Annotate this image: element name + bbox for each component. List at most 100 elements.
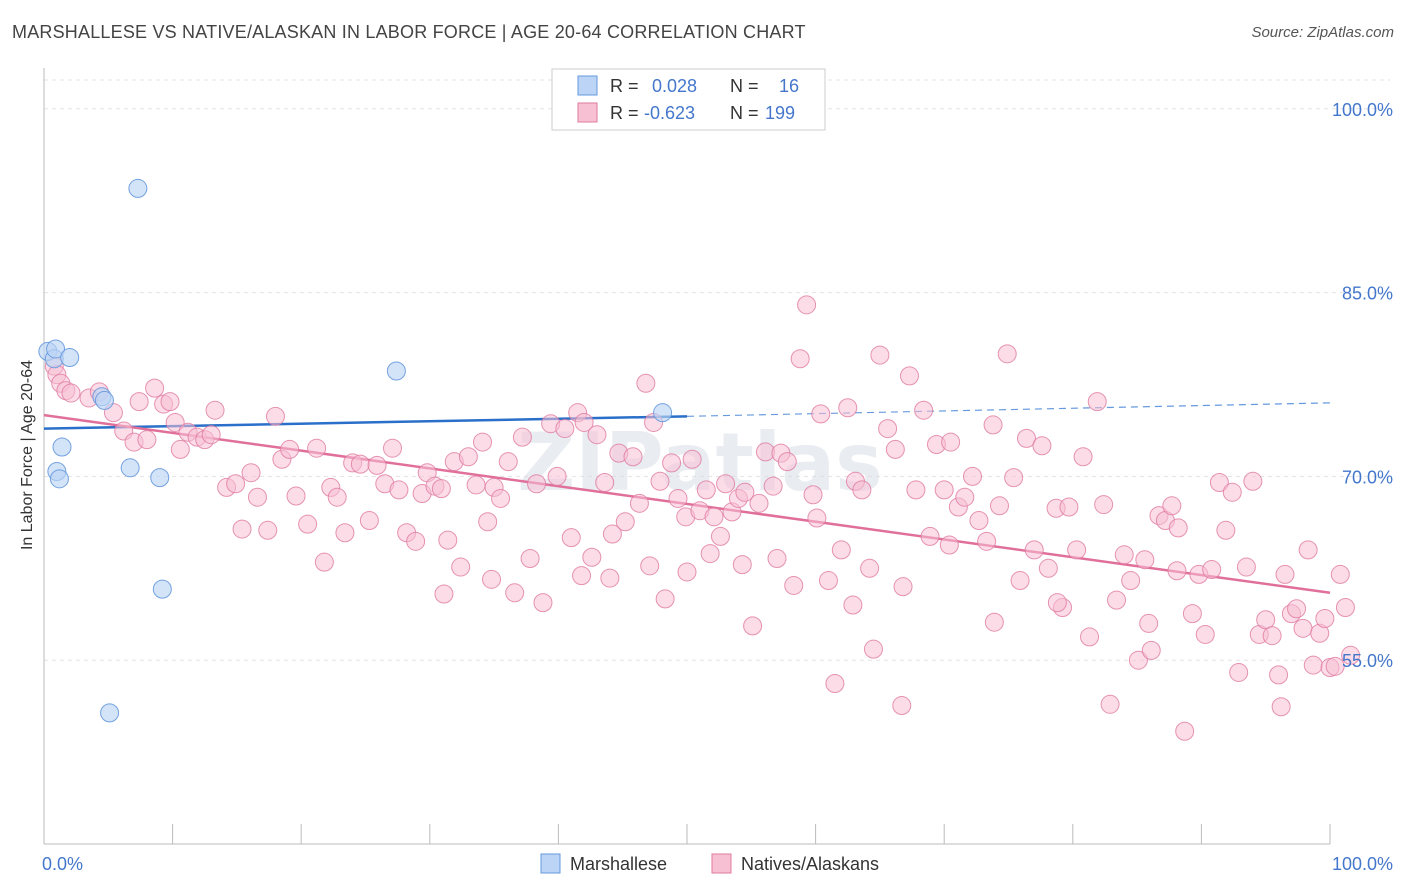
natives-point-90 (704, 507, 724, 527)
y-tick-label-3: 100.0% (1332, 100, 1393, 120)
natives-point-61 (505, 583, 525, 603)
natives-point-151 (1121, 571, 1141, 591)
natives-point-69 (561, 528, 581, 548)
natives-point-185 (1335, 597, 1355, 617)
natives-point-115 (870, 345, 890, 365)
legend-n-value-1: 16 (779, 76, 799, 96)
natives-point-146 (1087, 392, 1107, 412)
natives-point-158 (1168, 518, 1188, 538)
natives-point-178 (1298, 540, 1318, 560)
natives-point-142 (1059, 497, 1079, 517)
natives-point-12 (145, 378, 165, 398)
natives-point-199 (677, 562, 697, 582)
natives-point-196 (767, 548, 787, 568)
natives-point-36 (327, 487, 347, 507)
y-tick-label-2: 85.0% (1342, 284, 1393, 304)
natives-point-57 (478, 512, 498, 532)
natives-point-128 (962, 466, 982, 486)
natives-point-138 (1032, 436, 1052, 456)
marshallese-point-12 (152, 579, 172, 599)
natives-point-10 (129, 392, 149, 412)
natives-point-143 (1067, 540, 1087, 560)
natives-point-97 (749, 493, 769, 513)
natives-point-25 (241, 463, 261, 483)
natives-point-30 (280, 439, 300, 459)
natives-point-91 (710, 526, 730, 546)
legend-r-value-1: 0.028 (652, 76, 697, 96)
natives-point-32 (298, 514, 318, 534)
marshallese-point-9 (49, 469, 69, 489)
natives-point-203 (482, 569, 502, 589)
natives-point-152 (1128, 650, 1148, 670)
natives-point-117 (885, 439, 905, 459)
natives-point-188 (1167, 561, 1187, 581)
natives-point-131 (983, 415, 1003, 435)
natives-point-43 (383, 438, 403, 458)
x-tick-label-1: 100.0% (1332, 854, 1393, 874)
natives-point-104 (797, 295, 817, 315)
natives-point-103 (790, 349, 810, 369)
natives-point-99 (763, 476, 783, 496)
natives-point-150 (1114, 545, 1134, 565)
bottom-legend-swatch-natives (711, 853, 732, 874)
natives-point-16 (170, 439, 190, 459)
natives-point-133 (997, 344, 1017, 364)
natives-point-198 (700, 544, 720, 564)
natives-point-34 (314, 552, 334, 572)
natives-point-184 (1330, 564, 1350, 584)
natives-point-92 (716, 474, 736, 494)
natives-point-162 (1195, 624, 1215, 644)
bottom-legend-natives: Natives/Alaskans (741, 854, 879, 874)
natives-point-200 (640, 556, 660, 576)
natives-point-106 (811, 404, 831, 424)
natives-point-179 (1303, 655, 1323, 675)
natives-point-84 (662, 453, 682, 473)
natives-point-50 (431, 479, 451, 499)
natives-point-147 (1094, 495, 1114, 515)
natives-point-80 (636, 373, 656, 393)
natives-point-64 (527, 474, 547, 494)
natives-point-187 (1271, 697, 1291, 717)
natives-point-79 (629, 493, 649, 513)
natives-point-118 (892, 696, 912, 716)
natives-point-82 (650, 471, 670, 491)
natives-point-59 (491, 488, 511, 508)
natives-point-144 (1073, 447, 1093, 467)
marshallese-point-7 (52, 437, 72, 457)
axes (43, 68, 1331, 845)
natives-point-65 (533, 593, 553, 613)
natives-point-15 (165, 412, 185, 432)
natives-point-177 (1293, 618, 1313, 638)
natives-point-120 (906, 480, 926, 500)
marshallese-point-15 (653, 403, 673, 423)
natives-point-167 (1229, 662, 1249, 682)
natives-point-107 (818, 571, 838, 591)
natives-point-95 (735, 482, 755, 502)
natives-point-31 (286, 486, 306, 506)
natives-points (44, 295, 1361, 741)
natives-point-109 (831, 540, 851, 560)
natives-point-157 (1162, 496, 1182, 516)
x-tick-label-0: 0.0% (42, 854, 83, 874)
marshallese-point-14 (386, 361, 406, 381)
natives-point-23 (226, 474, 246, 494)
trend-line-marshallese-extension (686, 402, 1331, 417)
natives-point-40 (359, 510, 379, 530)
natives-point-44 (389, 480, 409, 500)
natives-point-56 (473, 432, 493, 452)
natives-point-114 (863, 639, 883, 659)
bottom-legend: Marshallese Natives/Alaskans (540, 853, 879, 874)
natives-point-71 (574, 412, 594, 432)
marshallese-point-13 (100, 703, 120, 723)
natives-point-172 (1262, 626, 1282, 646)
natives-point-121 (914, 400, 934, 420)
natives-point-14 (160, 392, 180, 412)
natives-point-37 (335, 523, 355, 543)
natives-point-201 (600, 568, 620, 588)
natives-point-63 (520, 548, 540, 568)
natives-point-11 (137, 430, 157, 450)
natives-point-83 (655, 589, 675, 609)
legend-swatch-natives (577, 102, 598, 123)
natives-point-164 (1209, 473, 1229, 493)
